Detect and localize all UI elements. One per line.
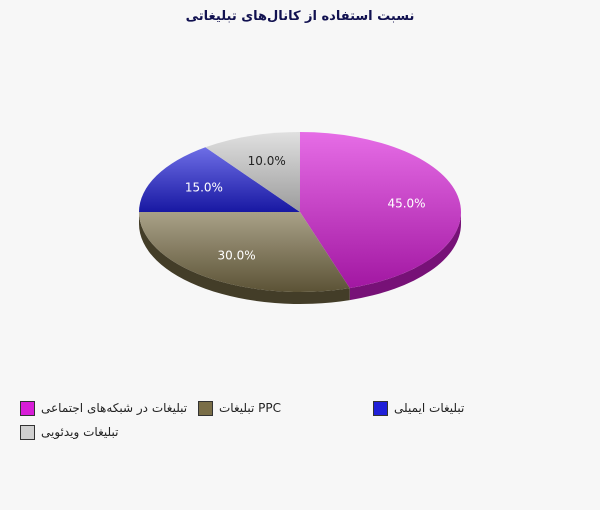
pie-slice-social [300,132,462,289]
legend: تبلیغات در شبکه‌های اجتماعی تبلیغات PPC … [0,396,600,456]
pie-side-social [349,212,461,301]
legend-label-ppc: تبلیغات PPC [219,401,281,415]
legend-swatch-video [20,424,35,440]
slice-label-video: 10.0% [248,154,286,168]
pie-side-ppc [138,212,350,305]
legend-item-social: تبلیغات در شبکه‌های اجتماعی [20,398,187,418]
chart-title: نسبت استفاده از کانال‌های تبلیغاتی [186,9,415,24]
pie-slice-ppc [138,212,350,292]
pie-slices [138,132,462,292]
pie-sides [138,212,461,305]
legend-item-ppc: تبلیغات PPC [198,398,281,418]
legend-item-email: تبلیغات ایمیلی [373,398,464,418]
slice-label-email: 15.0% [185,181,223,195]
legend-label-email: تبلیغات ایمیلی [394,401,465,415]
legend-item-video: تبلیغات ویدئویی [20,422,118,442]
legend-label-video: تبلیغات ویدئویی [41,425,119,439]
slice-label-social: 45.0% [387,197,425,211]
legend-swatch-email [373,400,388,416]
slice-label-ppc: 30.0% [218,248,256,262]
legend-swatch-social [20,400,35,416]
legend-swatch-ppc [198,400,213,416]
slice-labels: 45.0% 30.0% 15.0% 10.0% [185,154,426,262]
pie-slice-video [205,132,300,212]
legend-label-social: تبلیغات در شبکه‌های اجتماعی [41,401,188,415]
pie-slice-email [139,147,300,212]
